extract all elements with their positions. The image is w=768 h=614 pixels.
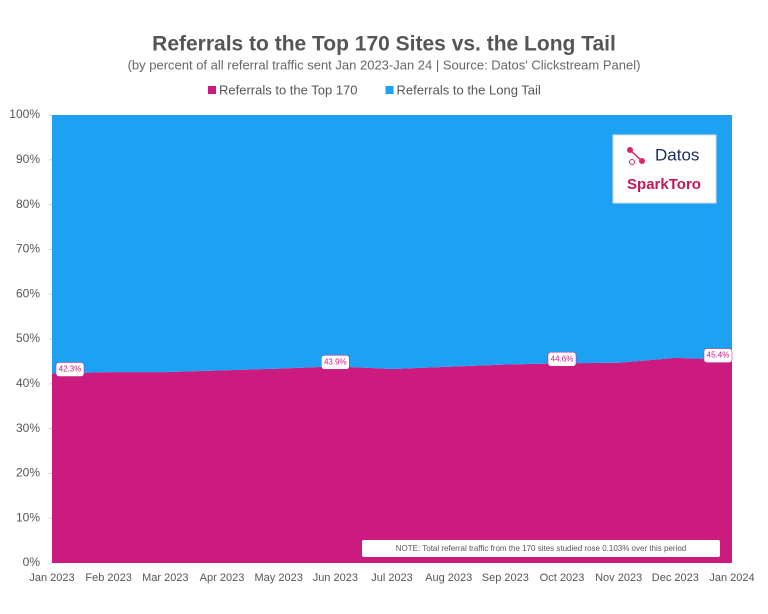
x-tick-label: Jan 2023 [29, 572, 74, 584]
x-tick-label: Jul 2023 [371, 572, 413, 584]
x-tick-label: Nov 2023 [595, 572, 642, 584]
note-text: NOTE: Total referral traffic from the 17… [396, 544, 687, 553]
legend: Referrals to the Top 170 Referrals to the… [208, 82, 541, 97]
x-tick-label: Apr 2023 [200, 572, 245, 584]
y-tick-label: 90% [16, 152, 40, 166]
value-label: 44.6% [551, 354, 574, 363]
x-tick-label: Mar 2023 [142, 572, 188, 584]
y-tick-label: 80% [16, 197, 40, 211]
chart-subtitle: (by percent of all referral traffic sent… [128, 57, 641, 72]
y-tick-label: 30% [16, 421, 40, 435]
logo-datos: Datos [655, 145, 699, 164]
value-label-box [321, 355, 350, 370]
y-tick-label: 70% [16, 242, 40, 256]
value-label-box [55, 362, 85, 377]
x-tick-label: Feb 2023 [85, 572, 131, 584]
labels: 42.3% 43.9% 44.6% 45.4% [55, 348, 733, 377]
value-label: 43.9% [324, 357, 347, 366]
note-background [362, 540, 720, 557]
logo-box: Datos SparkToro [612, 134, 717, 204]
y-tick-label: 0% [23, 555, 41, 569]
y-tick-label: 50% [16, 331, 40, 345]
legend-swatch [208, 86, 216, 94]
chart-title: Referrals to the Top 170 Sites vs. the L… [152, 33, 616, 56]
y-tick-label: 60% [16, 286, 40, 300]
note: NOTE: Total referral traffic from the 17… [362, 540, 720, 557]
x-tick-label: May 2023 [255, 572, 303, 584]
value-label: 45.4% [707, 351, 730, 360]
x-tick-label: Sep 2023 [482, 572, 529, 584]
legend-swatch [385, 86, 394, 94]
value-label: 42.3% [59, 365, 82, 374]
y-tick-label: 100% [9, 107, 40, 121]
plot-area [49, 114, 732, 564]
x-tick-label: Oct 2023 [540, 572, 585, 584]
area [52, 115, 732, 374]
y-tick-label: 10% [16, 510, 40, 524]
x-tick-label: Dec 2023 [652, 572, 699, 584]
x-tick-label: Aug 2023 [425, 572, 472, 584]
y-tick-label: 20% [16, 466, 40, 480]
value-label-box [547, 351, 577, 367]
value-label-box [703, 348, 733, 363]
legend-label: Referrals to the Top 170 [219, 82, 358, 97]
y-tick-label: 40% [16, 376, 40, 390]
legend-label: Referrals to the Long Tail [397, 82, 541, 97]
x-tick-label: Jun 2023 [313, 572, 358, 584]
logo-background [612, 134, 717, 204]
area [52, 357, 732, 563]
x-tick-label: Jan 2024 [709, 572, 754, 584]
logo-sparktoro: SparkToro [627, 176, 701, 193]
logo-icon [627, 147, 645, 165]
